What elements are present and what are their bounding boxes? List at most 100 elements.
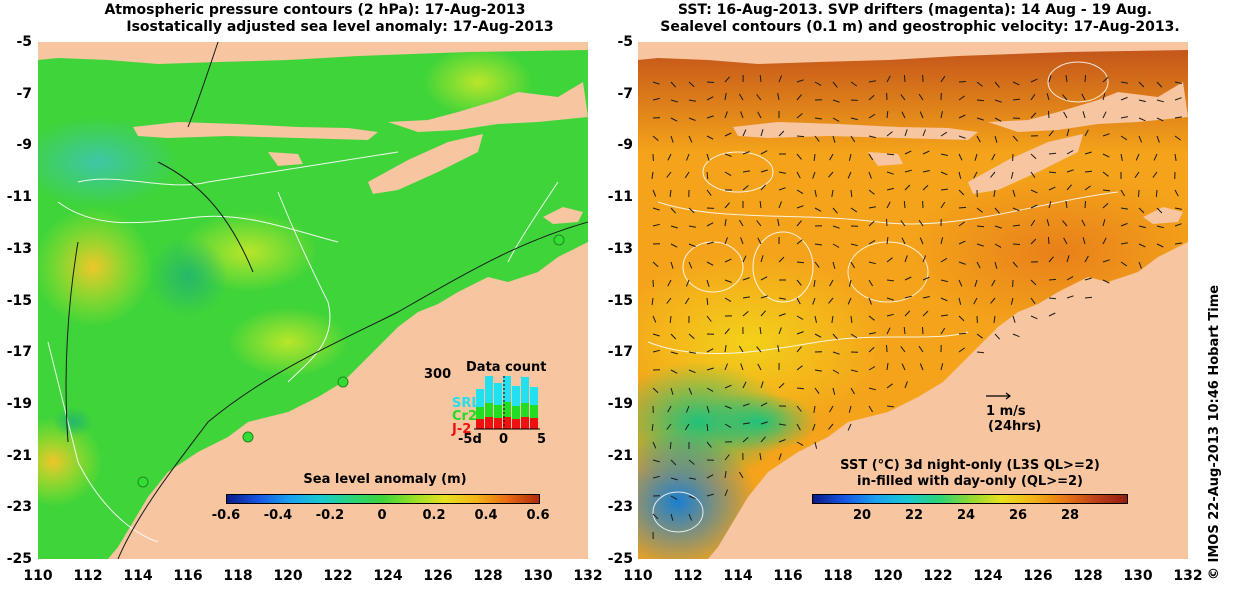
velocity-arrow [901, 237, 906, 245]
velocity-arrow [868, 261, 876, 265]
velocity-arrow [1102, 93, 1106, 101]
velocity-arrow [670, 207, 677, 214]
velocity-arrow [706, 115, 714, 119]
velocity-arrow [940, 297, 948, 302]
velocity-arrow [1048, 312, 1056, 317]
histogram-bar [512, 386, 520, 406]
velocity-arrow [919, 111, 924, 119]
velocity-arrow [724, 384, 732, 389]
velocity-arrow [777, 345, 780, 353]
velocity-arrow [922, 276, 930, 281]
velocity-arrow [1066, 276, 1074, 281]
velocity-arrow [829, 153, 834, 161]
velocity-arrow [958, 171, 962, 179]
velocity-arrow [1062, 220, 1068, 227]
velocity-arrow [778, 130, 785, 137]
velocity-arrow [1030, 279, 1037, 286]
velocity-arrow [976, 225, 985, 228]
velocity-arrow [738, 345, 744, 353]
histogram-bar [485, 375, 493, 403]
velocity-arrow [994, 333, 1001, 340]
velocity-arrow [688, 135, 693, 143]
velocity-arrow [1120, 116, 1128, 119]
velocity-arrow [904, 169, 912, 173]
x-tick-label: 116 [173, 568, 203, 584]
legend-cr2: Cr2 [452, 409, 477, 424]
velocity-arrow [814, 441, 818, 449]
velocity-arrow [796, 171, 801, 179]
velocity-arrow [1156, 225, 1164, 229]
velocity-arrow [724, 202, 730, 209]
velocity-arrow [760, 402, 768, 407]
velocity-arrow [1012, 98, 1020, 101]
velocity-arrow [1138, 243, 1146, 248]
velocity-arrow [1174, 116, 1182, 119]
histogram-bar [521, 417, 529, 429]
velocity-arrow [813, 279, 816, 287]
sea-level-contours [47, 151, 559, 543]
sla-colorbar [226, 494, 540, 504]
velocity-arrow [1012, 135, 1019, 142]
velocity-arrow [868, 366, 876, 371]
velocity-arrow [1120, 81, 1128, 84]
velocity-arrow [850, 81, 858, 87]
velocity-arrow [850, 207, 858, 213]
sst-colorbar-title-1: SST (°C) 3d night-only (L3S QL>=2) [840, 458, 1100, 473]
velocity-arrow [742, 381, 747, 389]
velocity-arrow [958, 347, 965, 353]
velocity-arrow [1174, 207, 1182, 210]
velocity-arrow [651, 423, 654, 431]
x-tick-label: 122 [323, 568, 353, 584]
hist-xtick-5: 5 [537, 432, 547, 447]
velocity-arrow [688, 99, 696, 102]
velocity-arrow [652, 261, 659, 268]
velocity-arrow [1102, 133, 1110, 137]
velocity-arrow [688, 495, 696, 500]
velocity-arrow [670, 477, 678, 481]
velocity-arrow [1084, 74, 1087, 83]
sla-colorbar-tick: 0 [377, 508, 387, 523]
velocity-arrow [850, 369, 858, 373]
velocity-arrow [1138, 135, 1143, 143]
velocity-arrow [796, 261, 805, 264]
velocity-arrow [688, 261, 693, 269]
velocity-arrow [850, 135, 856, 143]
velocity-arrow [868, 206, 876, 209]
x-tick-label: 112 [73, 568, 103, 584]
velocity-arrow [706, 423, 709, 432]
velocity-arrow [850, 189, 853, 198]
velocity-arrow [688, 207, 695, 214]
x-tick-label: 132 [1173, 568, 1203, 584]
velocity-arrow [868, 189, 875, 195]
velocity-arrow [760, 295, 768, 299]
velocity-arrow [958, 240, 966, 245]
velocity-arrow [1102, 76, 1109, 83]
velocity-arrow [1030, 112, 1037, 119]
velocity-arrow [868, 239, 876, 245]
x-tick-label: 110 [623, 568, 653, 584]
velocity-arrow [1153, 153, 1158, 161]
velocity-arrow [918, 93, 924, 101]
velocity-arrow [918, 345, 924, 353]
velocity-arrow [904, 184, 911, 191]
histogram-bar [503, 372, 511, 402]
velocity-arrow [706, 387, 714, 392]
velocity-arrow [829, 405, 834, 413]
velocity-arrow [993, 189, 996, 197]
x-tick-label: 122 [923, 568, 953, 584]
tide-gauge-markers [137, 234, 565, 488]
histogram-bar [476, 407, 484, 419]
velocity-arrows [651, 74, 1182, 540]
velocity-arrow [724, 454, 730, 461]
velocity-arrow [1030, 189, 1038, 194]
velocity-arrow [1138, 207, 1145, 214]
velocity-arrow [832, 117, 840, 122]
velocity-arrow [974, 153, 978, 161]
velocity-arrow [1138, 99, 1146, 103]
velocity-arrow [706, 171, 709, 180]
velocity-arrow [760, 310, 766, 317]
velocity-arrow [760, 184, 767, 191]
velocity-arrow [940, 75, 946, 83]
sst-colorbar [812, 494, 1128, 504]
x-tick-label: 128 [473, 568, 503, 584]
